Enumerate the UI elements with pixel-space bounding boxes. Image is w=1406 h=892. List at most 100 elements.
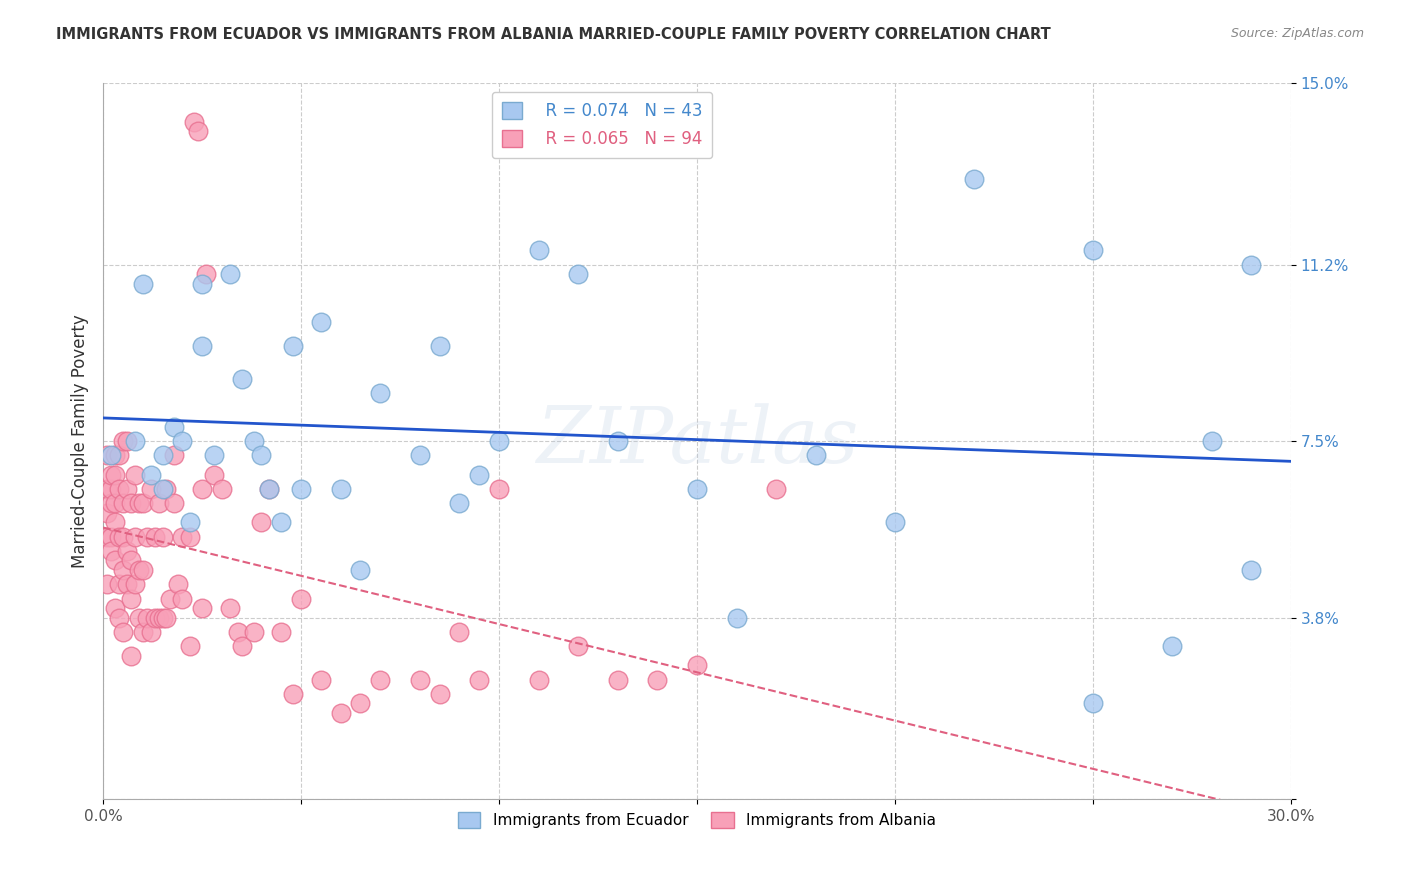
Point — [1201, 434, 1223, 449]
Point — [139, 482, 162, 496]
Point — [1081, 244, 1104, 258]
Point — [163, 420, 186, 434]
Point — [191, 339, 214, 353]
Point — [309, 315, 332, 329]
Point — [120, 648, 142, 663]
Point — [115, 544, 138, 558]
Point — [152, 529, 174, 543]
Point — [309, 673, 332, 687]
Point — [132, 624, 155, 639]
Point — [765, 482, 787, 496]
Point — [96, 482, 118, 496]
Point — [108, 529, 131, 543]
Point — [242, 624, 264, 639]
Point — [409, 449, 432, 463]
Point — [349, 697, 371, 711]
Point — [172, 434, 194, 449]
Point — [259, 482, 281, 496]
Point — [111, 496, 134, 510]
Point — [191, 601, 214, 615]
Point — [111, 529, 134, 543]
Point — [606, 673, 628, 687]
Point — [429, 687, 451, 701]
Point — [104, 553, 127, 567]
Point — [963, 171, 986, 186]
Point — [152, 449, 174, 463]
Point — [152, 482, 174, 496]
Point — [139, 467, 162, 482]
Text: Source: ZipAtlas.com: Source: ZipAtlas.com — [1230, 27, 1364, 40]
Point — [148, 610, 170, 624]
Point — [155, 610, 177, 624]
Point — [567, 267, 589, 281]
Point — [349, 563, 371, 577]
Text: ZIPatlas: ZIPatlas — [536, 403, 858, 479]
Point — [270, 515, 292, 529]
Point — [1081, 697, 1104, 711]
Point — [804, 449, 827, 463]
Point — [488, 482, 510, 496]
Point — [115, 482, 138, 496]
Point — [226, 624, 249, 639]
Point — [202, 449, 225, 463]
Point — [135, 529, 157, 543]
Point — [120, 591, 142, 606]
Point — [242, 434, 264, 449]
Point — [290, 482, 312, 496]
Point — [104, 601, 127, 615]
Point — [100, 482, 122, 496]
Point — [115, 434, 138, 449]
Point — [108, 610, 131, 624]
Point — [250, 449, 273, 463]
Point — [100, 496, 122, 510]
Point — [111, 624, 134, 639]
Point — [686, 482, 709, 496]
Point — [259, 482, 281, 496]
Point — [135, 610, 157, 624]
Point — [368, 386, 391, 401]
Point — [111, 563, 134, 577]
Point — [143, 529, 166, 543]
Point — [429, 339, 451, 353]
Point — [104, 467, 127, 482]
Point — [329, 482, 352, 496]
Point — [100, 529, 122, 543]
Point — [100, 544, 122, 558]
Point — [329, 706, 352, 720]
Point — [231, 639, 253, 653]
Point — [191, 277, 214, 291]
Point — [100, 449, 122, 463]
Point — [218, 601, 240, 615]
Point — [104, 449, 127, 463]
Point — [202, 467, 225, 482]
Point — [686, 658, 709, 673]
Point — [120, 496, 142, 510]
Point — [132, 277, 155, 291]
Point — [281, 339, 304, 353]
Point — [104, 515, 127, 529]
Point — [270, 624, 292, 639]
Point — [163, 496, 186, 510]
Point — [132, 563, 155, 577]
Point — [281, 687, 304, 701]
Point — [250, 515, 273, 529]
Point — [725, 610, 748, 624]
Point — [108, 482, 131, 496]
Point — [187, 124, 209, 138]
Point — [468, 467, 491, 482]
Point — [159, 591, 181, 606]
Point — [128, 610, 150, 624]
Legend: Immigrants from Ecuador, Immigrants from Albania: Immigrants from Ecuador, Immigrants from… — [451, 805, 942, 834]
Point — [96, 529, 118, 543]
Point — [124, 529, 146, 543]
Point — [449, 624, 471, 639]
Point — [179, 529, 201, 543]
Point — [163, 449, 186, 463]
Point — [409, 673, 432, 687]
Point — [172, 591, 194, 606]
Point — [124, 577, 146, 591]
Point — [115, 577, 138, 591]
Point — [368, 673, 391, 687]
Point — [218, 267, 240, 281]
Point — [468, 673, 491, 687]
